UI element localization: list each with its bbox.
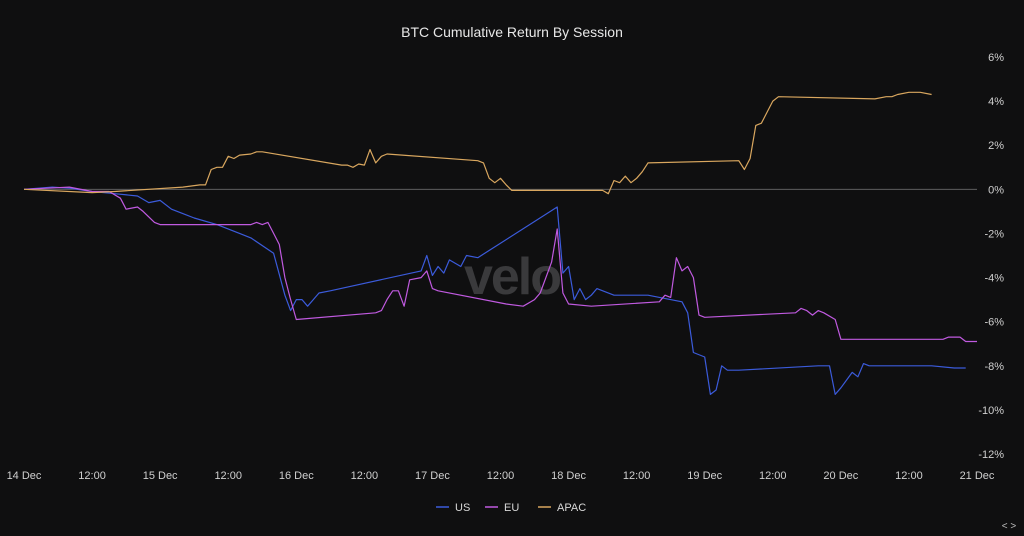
x-tick-label: 16 Dec xyxy=(279,470,314,482)
y-tick-label: 6% xyxy=(988,52,1004,64)
y-tick-label: -12% xyxy=(978,449,1004,461)
x-tick-label: 12:00 xyxy=(895,470,923,482)
x-tick-label: 21 Dec xyxy=(960,470,995,482)
legend-label: APAC xyxy=(557,502,586,514)
x-tick-label: 12:00 xyxy=(214,470,242,482)
legend-label: US xyxy=(455,502,470,514)
chart-title: BTC Cumulative Return By Session xyxy=(401,24,623,40)
x-tick-label: 15 Dec xyxy=(143,470,178,482)
y-axis: 6% 4% 2% 0% -2% -4% -6% -8% -10% -12% xyxy=(978,52,1004,461)
x-tick-label: 19 Dec xyxy=(687,470,722,482)
legend[interactable]: US EU APAC xyxy=(436,502,586,514)
y-tick-label: -2% xyxy=(984,228,1004,240)
legend-label: EU xyxy=(504,502,519,514)
series-lines xyxy=(23,91,977,395)
y-tick-label: -10% xyxy=(978,405,1004,417)
series-line-apac xyxy=(23,91,932,195)
x-tick-label: 17 Dec xyxy=(415,470,450,482)
x-tick-label: 12:00 xyxy=(623,470,651,482)
y-tick-label: -4% xyxy=(984,273,1004,285)
y-tick-label: 0% xyxy=(988,184,1004,196)
x-tick-label: 14 Dec xyxy=(7,470,42,482)
x-tick-label: 20 Dec xyxy=(823,470,858,482)
y-tick-label: 4% xyxy=(988,96,1004,108)
y-tick-label: 2% xyxy=(988,140,1004,152)
x-tick-label: 12:00 xyxy=(78,470,106,482)
x-tick-label: 12:00 xyxy=(351,470,379,482)
x-axis: 14 Dec 12:00 15 Dec 12:00 16 Dec 12:00 17 Dec 1… xyxy=(7,470,995,482)
legend-item-apac[interactable]: APAC xyxy=(538,502,586,514)
x-tick-label: 18 Dec xyxy=(551,470,586,482)
x-tick-label: 12:00 xyxy=(487,470,515,482)
x-tick-label: 12:00 xyxy=(759,470,787,482)
nav-arrows[interactable]: < > xyxy=(1002,521,1017,532)
legend-item-eu[interactable]: EU xyxy=(485,502,519,514)
series-line-us xyxy=(23,186,966,395)
y-tick-label: -6% xyxy=(984,317,1004,329)
y-tick-label: -8% xyxy=(984,361,1004,373)
legend-item-us[interactable]: US xyxy=(436,502,470,514)
series-line-eu xyxy=(23,186,977,343)
